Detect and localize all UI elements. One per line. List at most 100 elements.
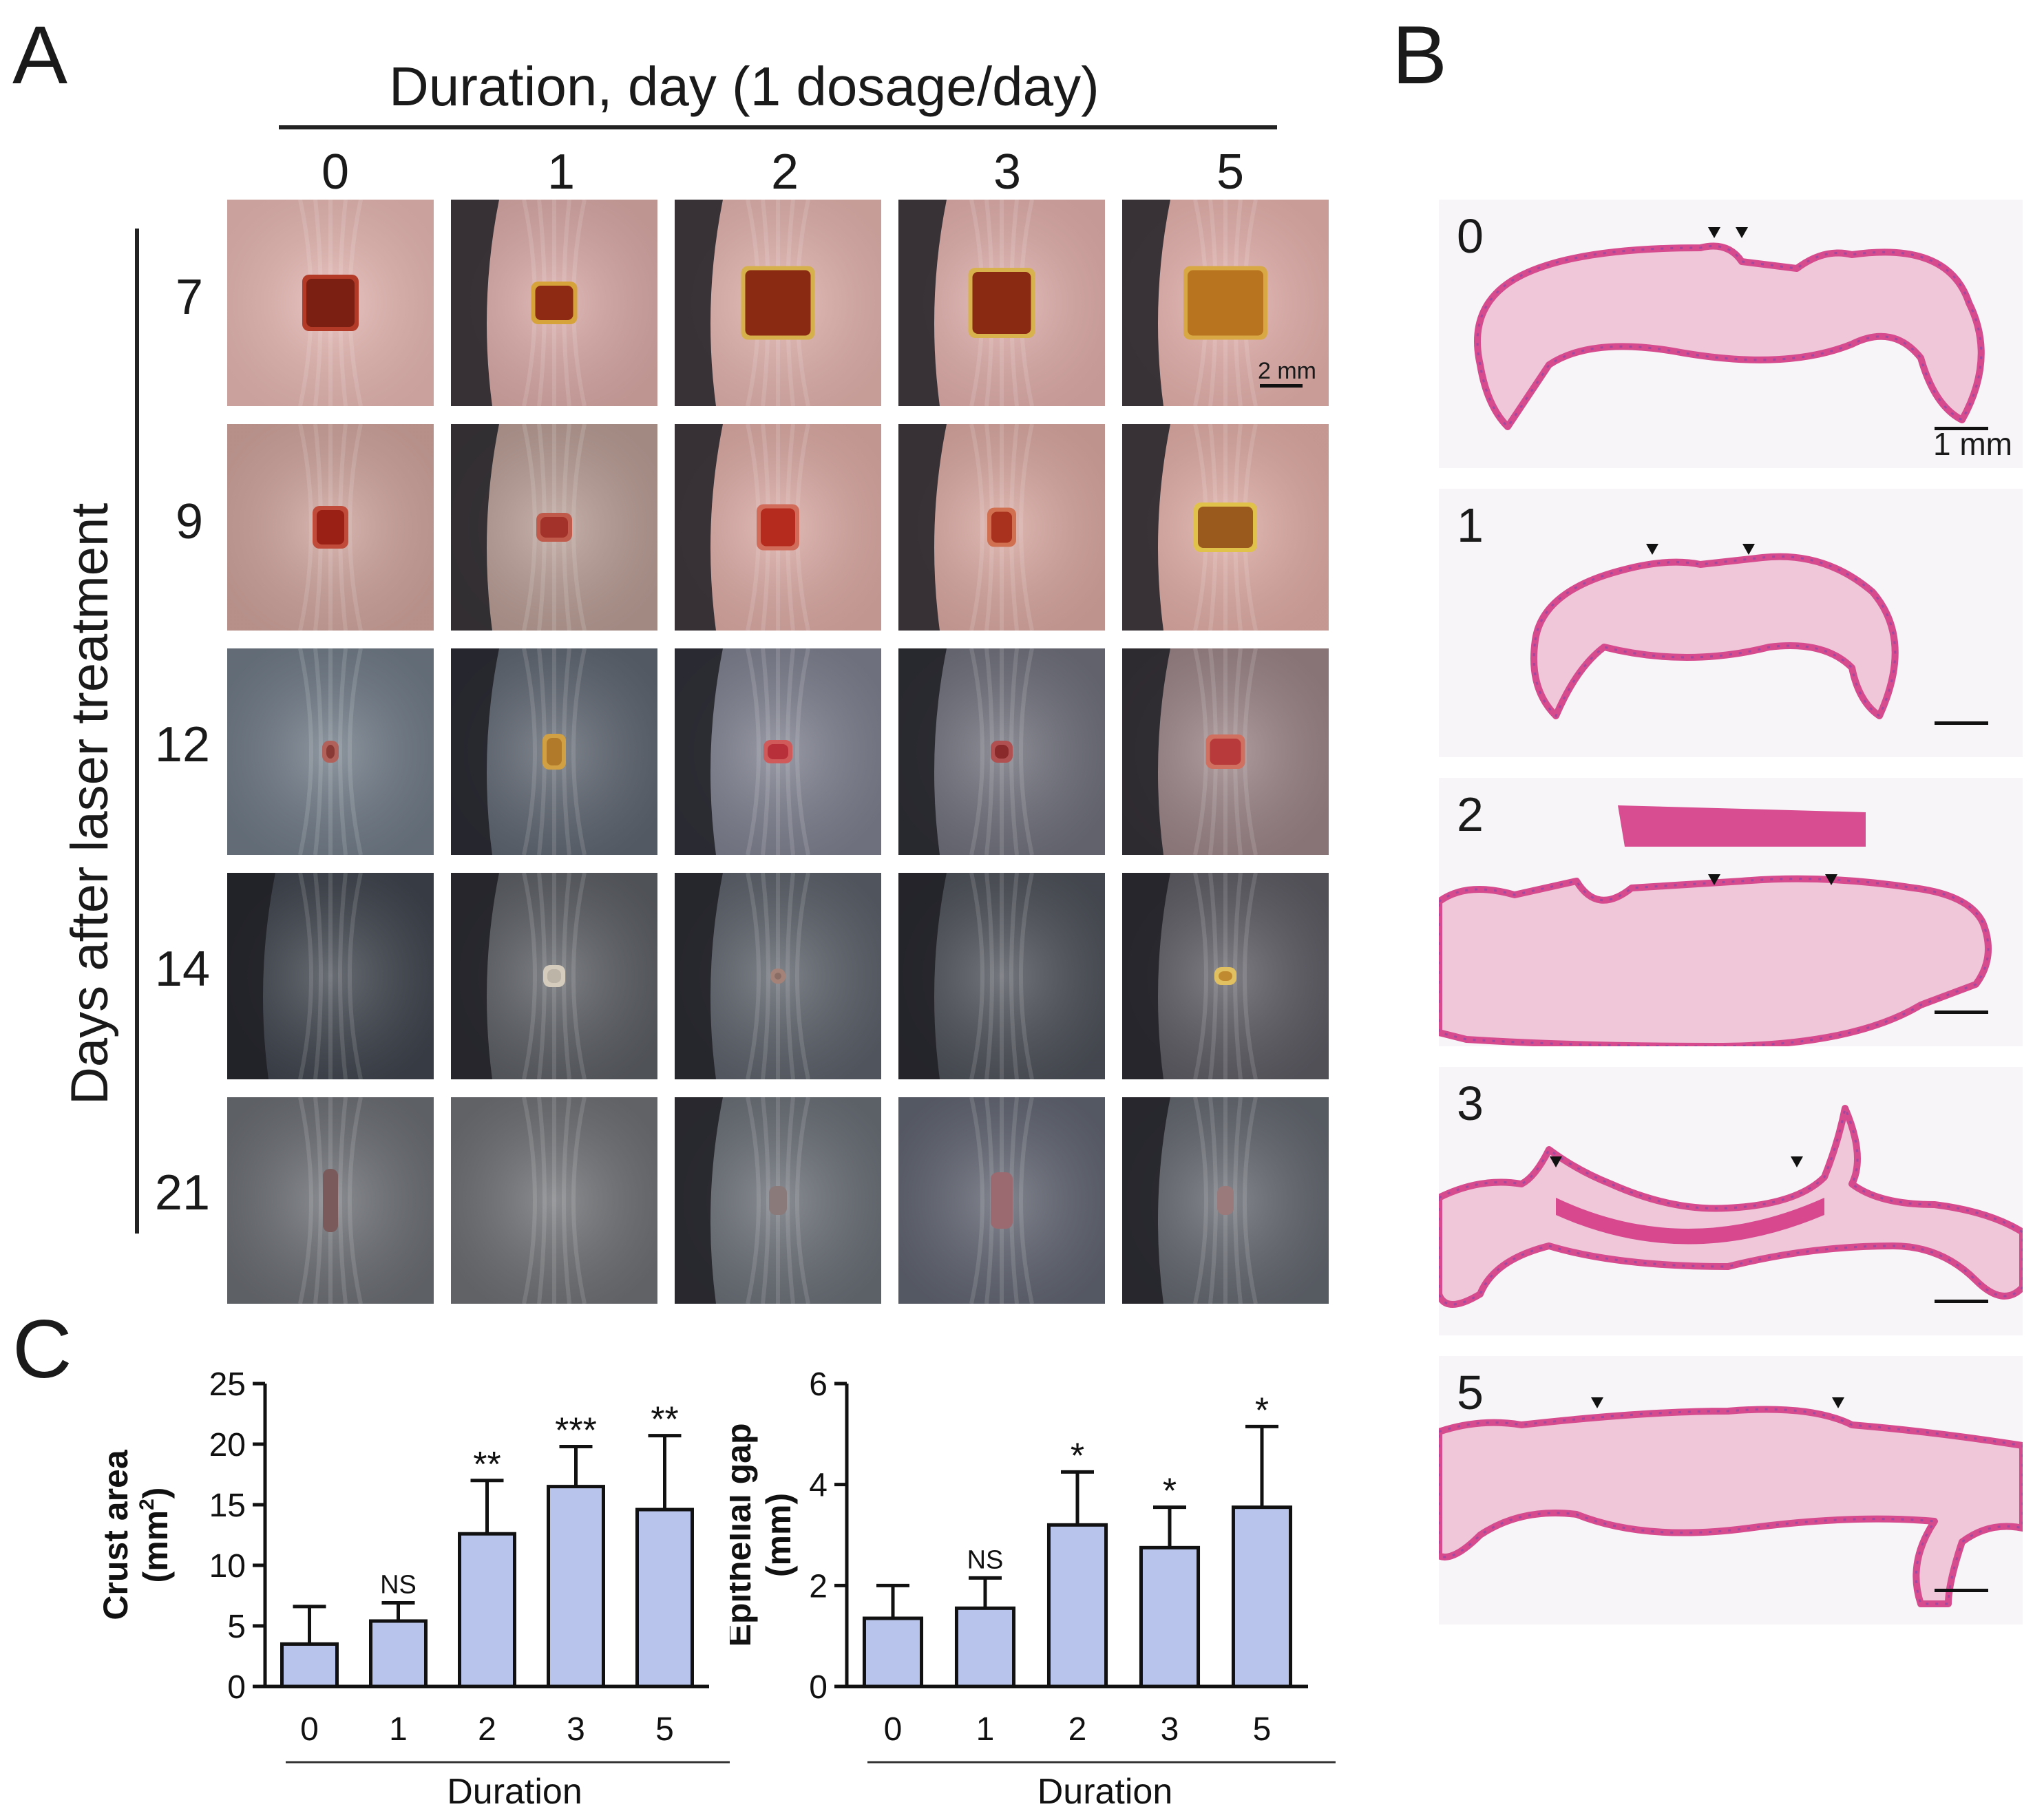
x-tick-label: 2 xyxy=(478,1711,496,1748)
histology-label: 3 xyxy=(1457,1077,1484,1130)
significance-label: ** xyxy=(473,1445,501,1485)
column-label-1: 1 xyxy=(547,145,576,200)
wound-photo xyxy=(227,1097,434,1304)
svg-text:(mm2): (mm2) xyxy=(136,1488,175,1583)
wound-photo xyxy=(1122,200,1329,406)
significance-label: * xyxy=(1071,1436,1084,1476)
bar xyxy=(954,1606,1016,1689)
duration-header: Duration, day (1 dosage/day) xyxy=(389,56,1099,117)
wound-photo xyxy=(675,200,881,406)
wound-photo xyxy=(1122,424,1329,631)
significance-label: NS xyxy=(967,1545,1004,1574)
wound-photo xyxy=(451,424,657,631)
wound-photo xyxy=(1122,648,1329,855)
column-label-2: 2 xyxy=(770,145,799,200)
histology-section: 3 xyxy=(1439,1067,2023,1335)
wound-photo xyxy=(227,200,434,406)
y-tick-label: 25 xyxy=(209,1366,246,1403)
y-axis-title: Crust area (mm2) xyxy=(96,1449,175,1620)
y-tick-label: 0 xyxy=(227,1669,246,1706)
wound-photo xyxy=(451,873,657,1079)
y-tick-label: 15 xyxy=(209,1488,246,1524)
y-axis-title: Epithelial gap(mm) xyxy=(730,1423,798,1647)
wound-photo xyxy=(675,1097,881,1304)
wound-photo xyxy=(898,1097,1105,1304)
wound-photo xyxy=(1122,873,1329,1079)
bar xyxy=(635,1507,694,1689)
x-tick-label: 1 xyxy=(976,1711,995,1748)
bar xyxy=(1231,1505,1293,1689)
significance-label: ** xyxy=(651,1400,678,1440)
wound-photo xyxy=(675,648,881,855)
wound-photo xyxy=(1122,1097,1329,1304)
x-tick-label: 0 xyxy=(884,1711,903,1748)
x-axis-title: Duration xyxy=(1037,1772,1173,1812)
wound-photo xyxy=(227,648,434,855)
bar xyxy=(1046,1523,1108,1689)
y-tick-label: 0 xyxy=(809,1669,828,1706)
wound-photo xyxy=(898,200,1105,406)
svg-text:Epithelial gap: Epithelial gap xyxy=(730,1423,758,1647)
histology-label: 0 xyxy=(1457,209,1484,263)
x-axis-title: Duration xyxy=(447,1772,582,1812)
x-tick-label: 2 xyxy=(1068,1711,1087,1748)
histology-label: 1 xyxy=(1457,498,1484,552)
significance-label: * xyxy=(1163,1472,1177,1512)
wound-photo xyxy=(227,424,434,631)
crust-area-chart: 0 5 10 15 20 25 0 NS 1 ** 2 *** 3 ** 5 Duration Crust ar… xyxy=(96,1366,730,1812)
header-rule xyxy=(279,125,1277,129)
x-tick-label: 3 xyxy=(1161,1711,1179,1748)
y-tick-label: 20 xyxy=(209,1427,246,1463)
histology-label: 5 xyxy=(1457,1366,1484,1419)
significance-label: *** xyxy=(555,1411,597,1451)
wound-photo xyxy=(227,873,434,1079)
histology-section: 0 xyxy=(1439,200,2023,468)
row-label-14: 14 xyxy=(154,942,210,997)
wound-photo xyxy=(898,648,1105,855)
row-label-9: 9 xyxy=(175,494,203,549)
x-tick-label: 3 xyxy=(567,1711,585,1748)
y-tick-label: 6 xyxy=(809,1366,828,1403)
column-label-5: 5 xyxy=(1216,145,1245,200)
bar xyxy=(458,1532,516,1689)
scale-bar-1mm-label: 1 mm xyxy=(1933,426,2012,462)
x-tick-label: 5 xyxy=(655,1711,674,1748)
scale-bar-2mm-label: 2 mm xyxy=(1258,358,1316,384)
bar xyxy=(547,1485,605,1689)
scale-bar-2mm xyxy=(1260,384,1303,388)
svg-text:(mm): (mm) xyxy=(759,1493,798,1577)
bar xyxy=(862,1616,924,1689)
y-tick-label: 5 xyxy=(227,1609,246,1645)
x-tick-label: 1 xyxy=(389,1711,408,1748)
significance-label: * xyxy=(1255,1390,1269,1430)
row-label-7: 7 xyxy=(175,270,203,325)
column-label-0: 0 xyxy=(321,145,350,200)
wound-photo xyxy=(451,1097,657,1304)
x-tick-label: 5 xyxy=(1253,1711,1272,1748)
y-tick-label: 4 xyxy=(809,1468,828,1504)
significance-label: NS xyxy=(380,1571,417,1600)
svg-text:Crust area: Crust area xyxy=(96,1449,135,1620)
x-tick-label: 0 xyxy=(300,1711,319,1748)
bar xyxy=(280,1642,339,1689)
panel-c-label: C xyxy=(12,1303,72,1395)
days-axis-title: Days after laser treatment xyxy=(61,502,119,1105)
wound-photo xyxy=(451,200,657,406)
row-label-21: 21 xyxy=(154,1165,210,1220)
y-tick-label: 10 xyxy=(209,1548,246,1585)
epithelial-gap-chart: 0 2 4 6 0 NS 1 * 2 * 3 * 5 Duration Epithelial gap(mm) xyxy=(730,1366,1336,1812)
panel-b-label: B xyxy=(1392,9,1448,101)
row-label-12: 12 xyxy=(154,717,210,772)
column-label-3: 3 xyxy=(993,145,1022,200)
y-tick-label: 2 xyxy=(809,1568,828,1605)
wound-photo xyxy=(451,648,657,855)
histology-label: 2 xyxy=(1457,787,1484,841)
row-rule xyxy=(135,229,139,1234)
histology-section: 1 xyxy=(1439,489,2023,757)
panel-a-label: A xyxy=(12,9,68,101)
wound-photo xyxy=(898,873,1105,1079)
wound-photo xyxy=(675,424,881,631)
histology-section: 5 xyxy=(1439,1356,2023,1625)
bar xyxy=(369,1619,428,1689)
wound-photo xyxy=(675,873,881,1079)
